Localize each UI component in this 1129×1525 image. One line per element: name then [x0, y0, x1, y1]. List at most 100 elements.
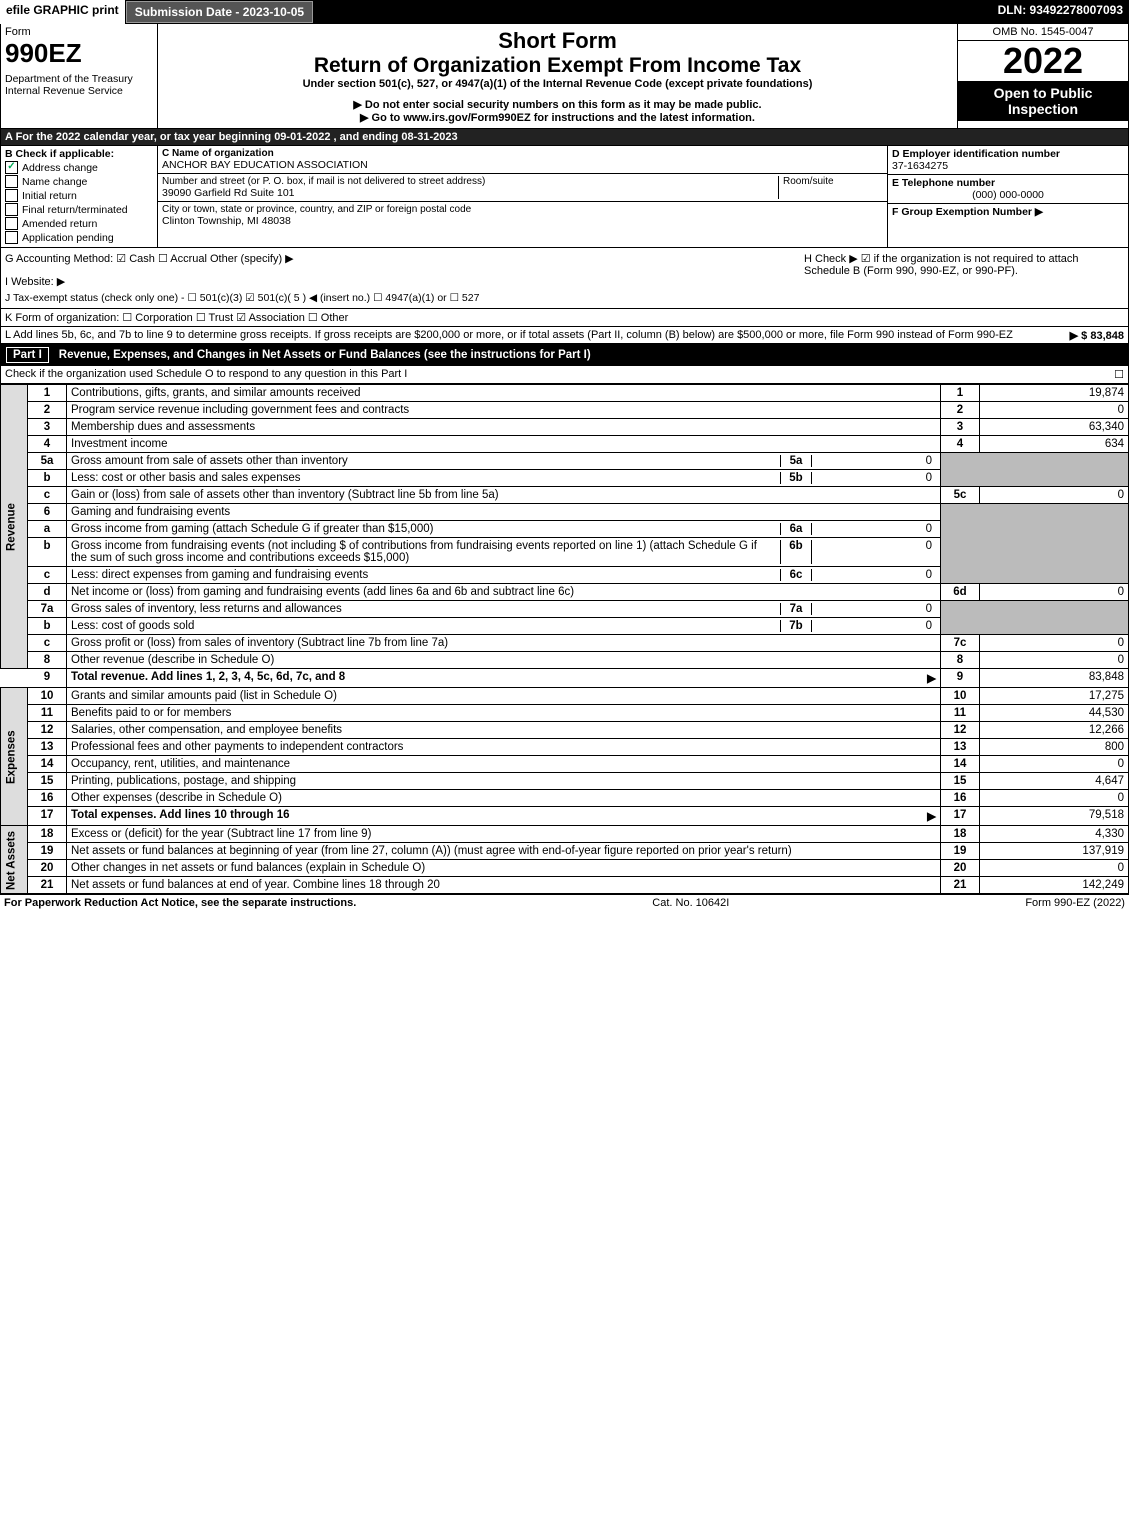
l4-amt: 634	[980, 436, 1129, 453]
l13-desc: Professional fees and other payments to …	[67, 739, 941, 756]
l10-ref: 10	[941, 688, 980, 705]
l18-num: 18	[28, 826, 67, 843]
line-l: L Add lines 5b, 6c, and 7b to line 9 to …	[0, 327, 1129, 344]
l9-ref: 9	[941, 669, 980, 688]
l6d-num: d	[28, 584, 67, 601]
l15-ref: 15	[941, 773, 980, 790]
l2-amt: 0	[980, 402, 1129, 419]
revenue-sidebar: Revenue	[1, 385, 28, 669]
part1-checkbox[interactable]: ☐	[1114, 368, 1124, 381]
l6-grey	[941, 504, 1129, 584]
l7b-sn: 7b	[780, 620, 811, 632]
l6c-sn: 6c	[780, 569, 811, 581]
l2-num: 2	[28, 402, 67, 419]
submission-date: Submission Date - 2023-10-05	[126, 1, 313, 23]
l7a-desc: Gross sales of inventory, less returns a…	[71, 603, 780, 615]
l6d-amt: 0	[980, 584, 1129, 601]
l5a-desc: Gross amount from sale of assets other t…	[71, 455, 780, 467]
checkbox-name-change[interactable]	[5, 175, 18, 188]
l17-amt: 79,518	[980, 807, 1129, 826]
l5b-sn: 5b	[780, 472, 811, 484]
tax-year: 2022	[958, 41, 1128, 81]
netassets-sidebar: Net Assets	[1, 826, 28, 894]
final-return-label: Final return/terminated	[22, 204, 128, 216]
efile-label: efile GRAPHIC print	[0, 0, 125, 24]
l19-desc: Net assets or fund balances at beginning…	[67, 843, 941, 860]
checkbox-address-change[interactable]: ✓	[5, 161, 18, 174]
l12-num: 12	[28, 722, 67, 739]
l11-ref: 11	[941, 705, 980, 722]
ein-label: D Employer identification number	[892, 148, 1124, 160]
l1-num: 1	[28, 385, 67, 402]
b-label: B Check if applicable:	[5, 148, 153, 160]
l9-num: 9	[28, 669, 67, 688]
department: Department of the Treasury Internal Reve…	[5, 73, 153, 97]
l21-desc: Net assets or fund balances at end of ye…	[67, 877, 941, 894]
checkbox-initial-return[interactable]	[5, 189, 18, 202]
l20-amt: 0	[980, 860, 1129, 877]
l2-desc: Program service revenue including govern…	[67, 402, 941, 419]
l20-desc: Other changes in net assets or fund bala…	[67, 860, 941, 877]
phone: (000) 000-0000	[892, 189, 1124, 201]
l5a-num: 5a	[28, 453, 67, 470]
checkbox-final-return[interactable]	[5, 203, 18, 216]
form-header: Form 990EZ Department of the Treasury In…	[0, 24, 1129, 129]
l-amount: ▶ $ 83,848	[1070, 329, 1124, 342]
l18-ref: 18	[941, 826, 980, 843]
l5b-num: b	[28, 470, 67, 487]
org-name: ANCHOR BAY EDUCATION ASSOCIATION	[162, 159, 883, 171]
checkbox-amended[interactable]	[5, 217, 18, 230]
l6d-ref: 6d	[941, 584, 980, 601]
l8-amt: 0	[980, 652, 1129, 669]
lines-table: Revenue 1 Contributions, gifts, grants, …	[0, 384, 1129, 894]
l5c-amt: 0	[980, 487, 1129, 504]
l15-num: 15	[28, 773, 67, 790]
l14-desc: Occupancy, rent, utilities, and maintena…	[67, 756, 941, 773]
l21-ref: 21	[941, 877, 980, 894]
lines-wrap: Revenue 1 Contributions, gifts, grants, …	[0, 384, 1129, 894]
l7-grey	[941, 601, 1129, 635]
form-number: 990EZ	[5, 38, 153, 69]
l16-amt: 0	[980, 790, 1129, 807]
city: Clinton Township, MI 48038	[162, 215, 883, 227]
street: 39090 Garfield Rd Suite 101	[162, 187, 778, 199]
row-gh: G Accounting Method: ☑ Cash ☐ Accrual Ot…	[0, 248, 1129, 309]
l10-desc: Grants and similar amounts paid (list in…	[67, 688, 941, 705]
footer-left: For Paperwork Reduction Act Notice, see …	[4, 897, 356, 909]
l16-num: 16	[28, 790, 67, 807]
dln: DLN: 93492278007093	[992, 0, 1129, 24]
l3-desc: Membership dues and assessments	[67, 419, 941, 436]
l11-num: 11	[28, 705, 67, 722]
street-label: Number and street (or P. O. box, if mail…	[162, 176, 778, 187]
l6c-num: c	[28, 567, 67, 584]
l5-grey	[941, 453, 1129, 487]
l9-desc: Total revenue. Add lines 1, 2, 3, 4, 5c,…	[71, 671, 345, 683]
l14-num: 14	[28, 756, 67, 773]
inspection-notice: Open to Public Inspection	[958, 81, 1128, 121]
footer-right: Form 990-EZ (2022)	[1025, 897, 1125, 909]
c-name-label: C Name of organization	[162, 148, 883, 159]
l6b-num: b	[28, 538, 67, 567]
l19-amt: 137,919	[980, 843, 1129, 860]
l5c-desc: Gain or (loss) from sale of assets other…	[67, 487, 941, 504]
goto-link[interactable]: ▶ Go to www.irs.gov/Form990EZ for instru…	[162, 111, 953, 124]
l9-amt: 83,848	[980, 669, 1129, 688]
subtitle: Under section 501(c), 527, or 4947(a)(1)…	[162, 78, 953, 90]
l17-arrow: ▶	[927, 809, 936, 823]
l1-desc: Contributions, gifts, grants, and simila…	[67, 385, 941, 402]
l7c-num: c	[28, 635, 67, 652]
l-text: L Add lines 5b, 6c, and 7b to line 9 to …	[5, 329, 1013, 341]
l5b-desc: Less: cost or other basis and sales expe…	[71, 472, 780, 484]
checkbox-app-pending[interactable]	[5, 231, 18, 244]
l6b-sv: 0	[811, 540, 936, 564]
l10-amt: 17,275	[980, 688, 1129, 705]
l5c-ref: 5c	[941, 487, 980, 504]
l6a-sv: 0	[811, 523, 936, 535]
page-footer: For Paperwork Reduction Act Notice, see …	[0, 894, 1129, 911]
room-label: Room/suite	[783, 176, 883, 187]
l3-ref: 3	[941, 419, 980, 436]
h-schedule-b: H Check ▶ ☑ if the organization is not r…	[804, 252, 1124, 304]
part1-label: Part I	[6, 347, 49, 363]
info-block: B Check if applicable: ✓Address change N…	[0, 146, 1129, 248]
l5b-sv: 0	[811, 472, 936, 484]
